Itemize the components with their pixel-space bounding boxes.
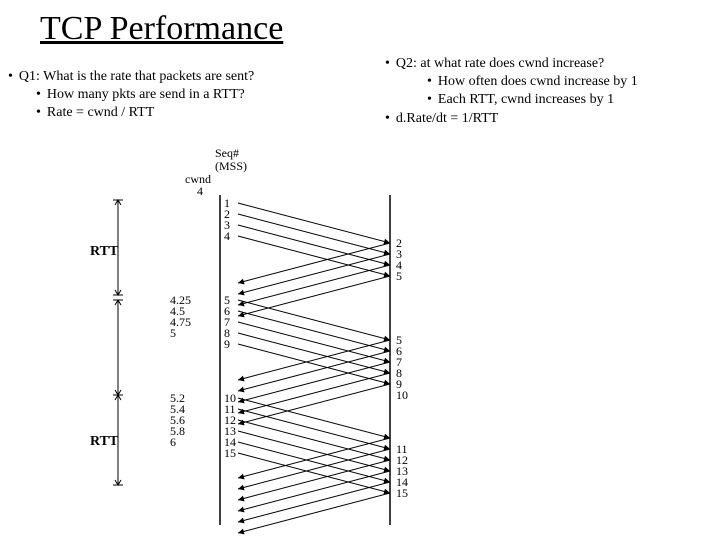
send-line [238, 453, 390, 493]
send-line [238, 442, 390, 482]
q2-sub2: Each RTT, cwnd increases by 1 [438, 91, 614, 109]
q2-line2: d.Rate/dt = 1/RTT [396, 110, 498, 128]
seq-header: Seq# [215, 146, 239, 160]
send-line [238, 344, 390, 384]
ack-line [238, 362, 390, 402]
send-line [238, 203, 390, 243]
q1-sub1: How many pkts are send in a RTT? [47, 86, 245, 104]
seq-num: 15 [224, 446, 236, 460]
recv-num: 10 [396, 388, 408, 402]
ack-line [238, 254, 390, 294]
ack-line [238, 438, 390, 478]
ack-line [238, 373, 390, 413]
ack-line [238, 482, 390, 522]
send-line [238, 431, 390, 471]
ack-line [238, 265, 390, 305]
mss-header: (MSS) [215, 159, 247, 173]
cwnd-val: 5 [170, 326, 176, 340]
seq-num: 9 [224, 337, 230, 351]
ack-line [238, 351, 390, 391]
send-line [238, 333, 390, 373]
q2-sub1: How often does cwnd increase by 1 [438, 73, 638, 91]
rtt-label: RTT [90, 434, 119, 449]
send-line [238, 311, 390, 351]
rtt-label: RTT [90, 244, 119, 259]
send-line [238, 322, 390, 362]
q1-sub2: Rate = cwnd / RTT [47, 104, 154, 122]
cwnd-initial: 4 [197, 184, 203, 198]
q2-block: •Q2: at what rate does cwnd increase? •H… [385, 55, 638, 128]
send-line [238, 409, 390, 449]
ack-line [238, 493, 390, 533]
cwnd-val: 6 [170, 435, 176, 449]
send-line [238, 225, 390, 265]
recv-num: 5 [396, 269, 402, 283]
seq-num: 4 [224, 229, 230, 243]
recv-num: 15 [396, 486, 408, 500]
tcp-diagram: Seq#(MSS)cwnd4RTTRTT123423454.254.54.755… [90, 145, 430, 535]
ack-line [238, 471, 390, 511]
q2-line1: Q2: at what rate does cwnd increase? [396, 55, 604, 73]
ack-line [238, 243, 390, 283]
page-title: TCP Performance [40, 10, 283, 48]
ack-line [238, 460, 390, 500]
send-line [238, 236, 390, 276]
ack-line [238, 276, 390, 316]
ack-line [238, 340, 390, 380]
q1-block: •Q1: What is the rate that packets are s… [8, 68, 254, 123]
send-line [238, 300, 390, 340]
q1-line1: Q1: What is the rate that packets are se… [19, 68, 254, 86]
ack-line [238, 449, 390, 489]
send-line [238, 420, 390, 460]
send-line [238, 214, 390, 254]
